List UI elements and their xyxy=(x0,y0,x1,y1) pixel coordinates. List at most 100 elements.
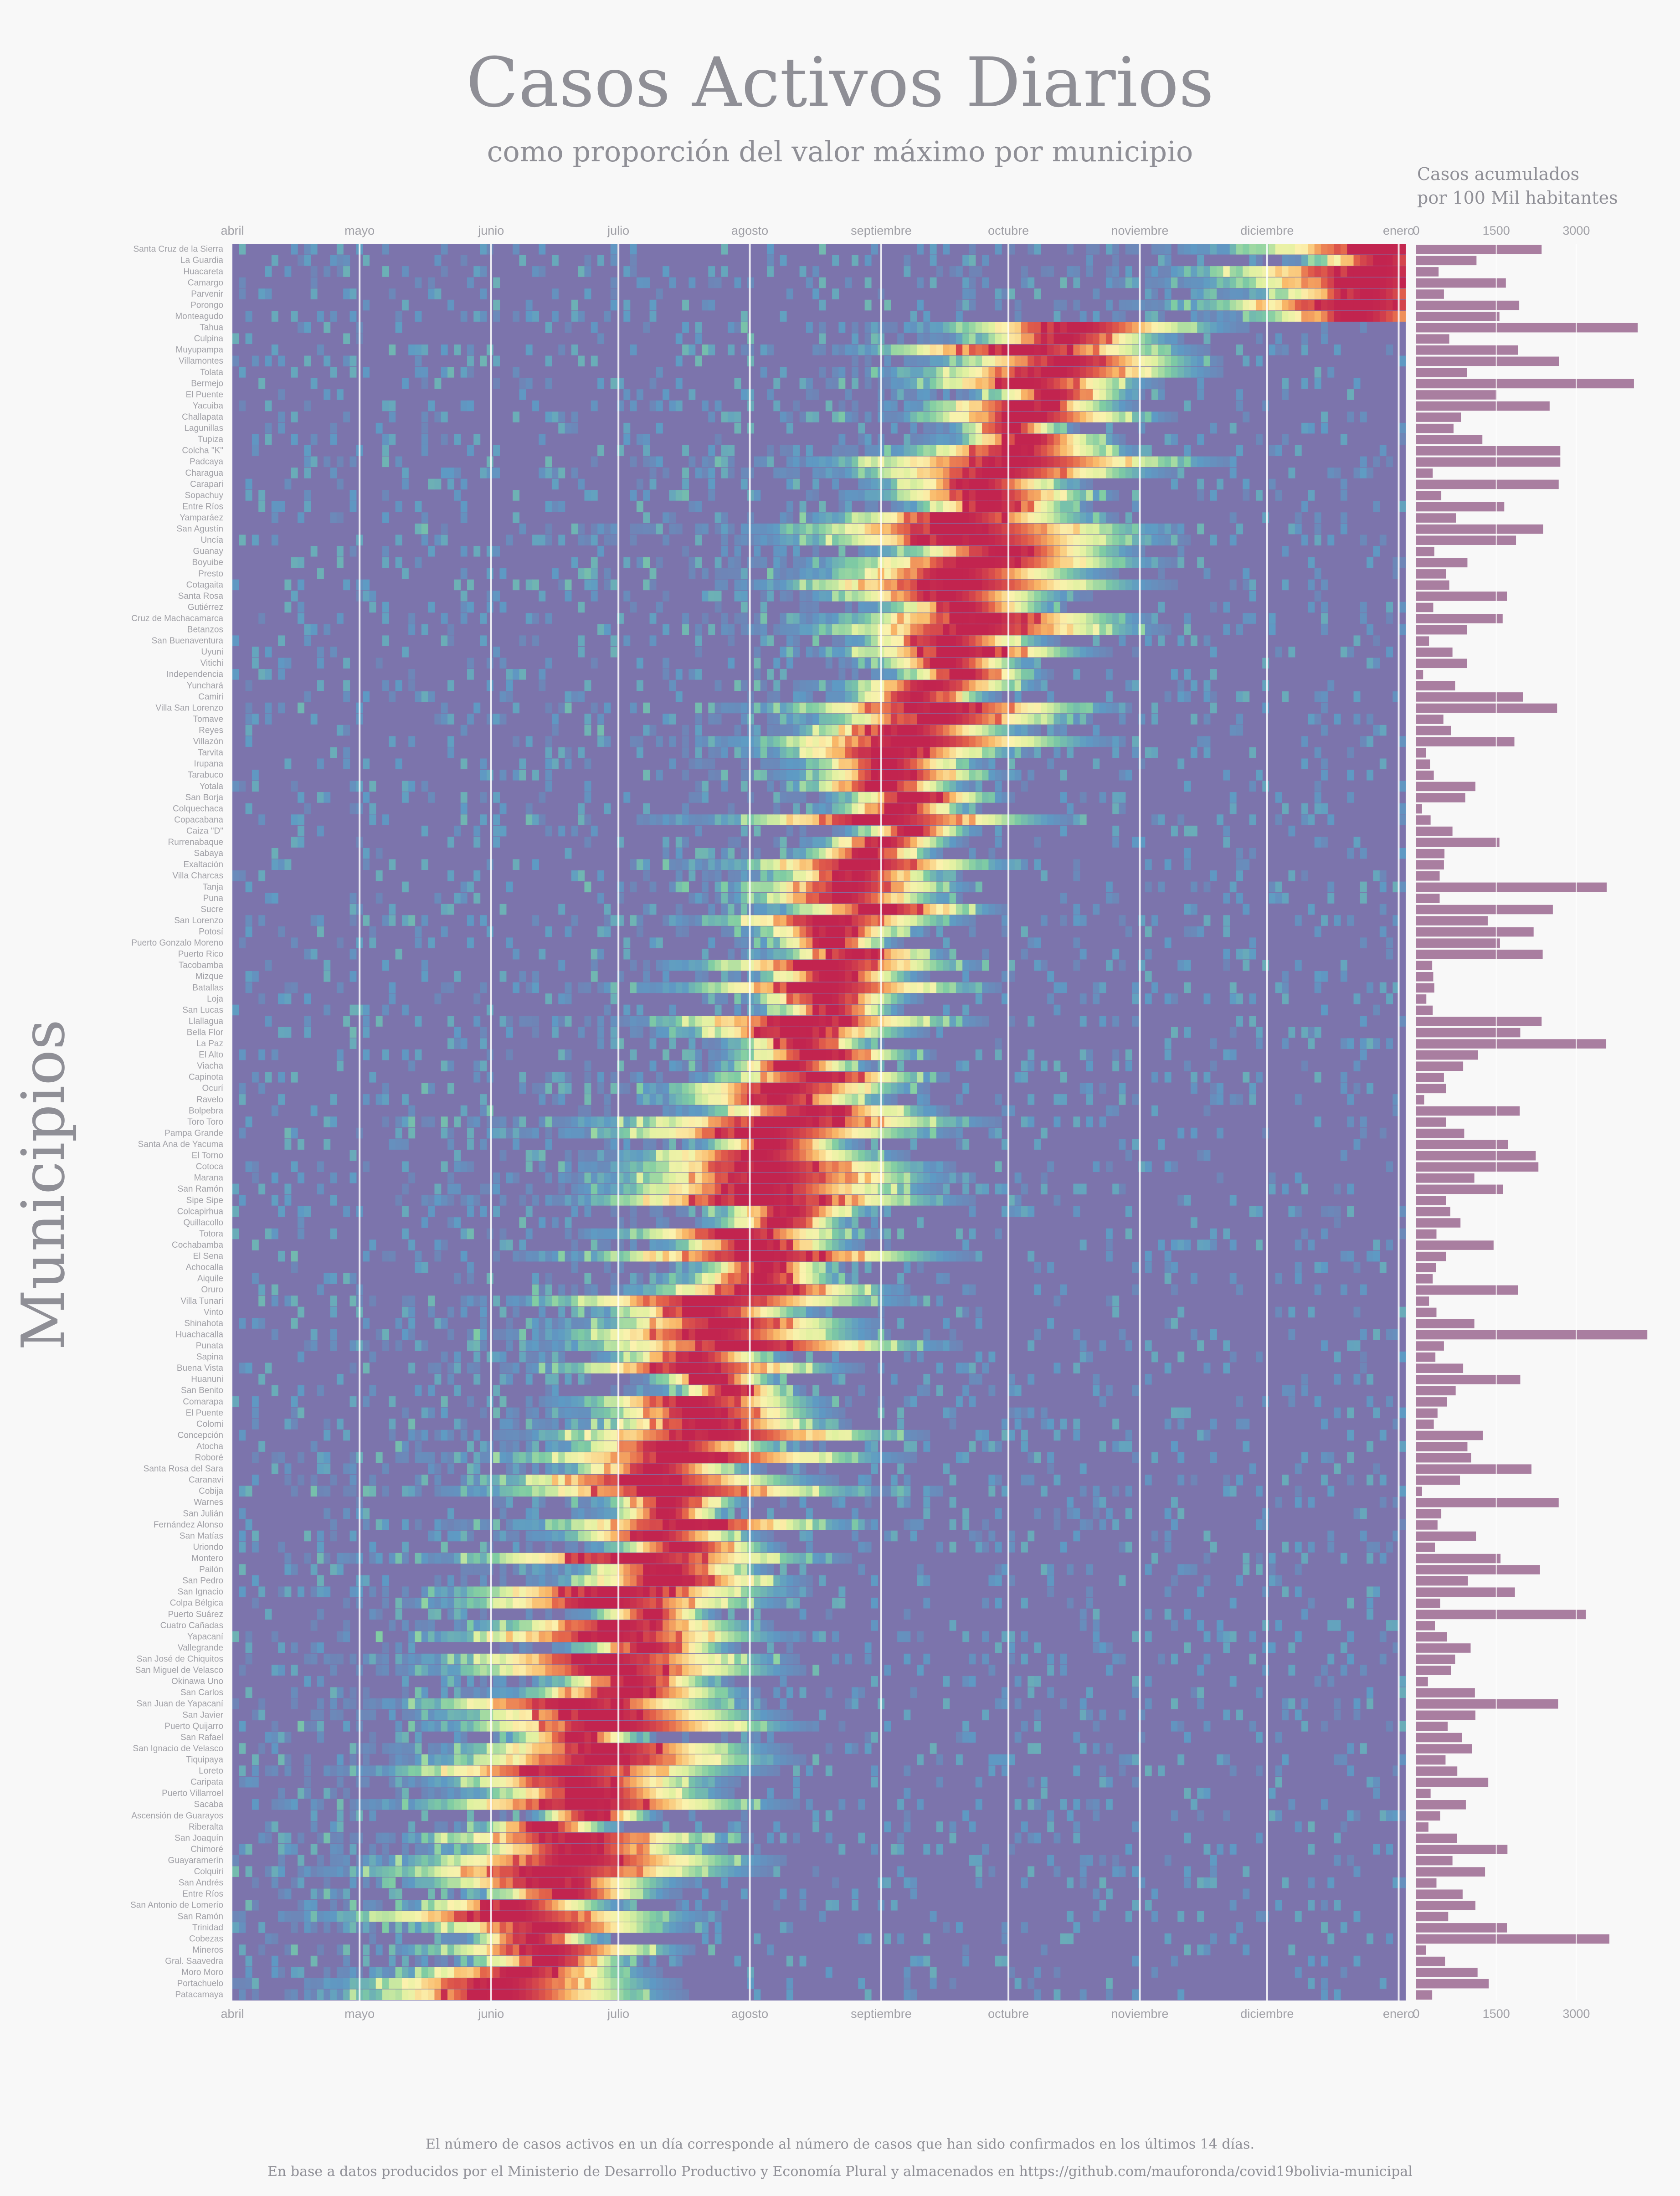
heat-cell xyxy=(1308,311,1315,322)
heat-cell xyxy=(702,792,709,803)
heat-cell xyxy=(825,859,832,870)
heat-cell xyxy=(1002,725,1008,736)
heat-cell xyxy=(1269,277,1276,288)
heat-cell xyxy=(493,545,500,557)
heat-cell xyxy=(408,781,416,792)
heat-cell xyxy=(767,870,774,881)
heat-cell xyxy=(780,579,787,591)
heat-cell xyxy=(982,602,989,613)
heat-cell xyxy=(1093,333,1100,344)
heat-cell xyxy=(786,635,793,646)
heat-cell xyxy=(336,937,344,948)
heat-cell xyxy=(1217,311,1224,322)
heat-cell xyxy=(871,993,878,1004)
heat-cell xyxy=(871,937,878,948)
heat-cell xyxy=(819,837,826,848)
heat-cell xyxy=(995,635,1002,646)
heat-cell xyxy=(943,758,950,770)
heat-cell xyxy=(806,758,813,770)
heat-cell xyxy=(838,545,846,557)
heat-cell xyxy=(1093,635,1100,646)
heat-cell xyxy=(767,523,774,535)
heat-cell xyxy=(936,680,943,691)
heat-cell xyxy=(1034,333,1041,344)
heat-cell xyxy=(1002,456,1008,468)
heat-cell xyxy=(793,792,800,803)
heat-cell xyxy=(258,915,266,926)
heat-cell xyxy=(897,333,904,344)
heat-cell xyxy=(852,367,858,378)
heat-cell xyxy=(1125,333,1132,344)
heat-cell xyxy=(1321,613,1328,624)
heat-cell xyxy=(1034,960,1041,971)
heat-cell xyxy=(982,255,989,266)
heat-cell xyxy=(1282,971,1289,982)
heat-cell xyxy=(793,814,800,825)
heat-cell xyxy=(884,557,891,568)
heat-cell xyxy=(767,635,774,646)
heat-cell xyxy=(832,948,839,960)
heat-cell xyxy=(1002,814,1008,825)
heat-cell xyxy=(486,658,493,669)
heat-cell xyxy=(1002,591,1008,602)
heat-cell xyxy=(1034,378,1041,389)
heat-cell xyxy=(649,1016,657,1027)
heat-cell xyxy=(324,389,331,400)
heat-cell xyxy=(1112,579,1120,591)
heat-cell xyxy=(1067,579,1074,591)
heat-cell xyxy=(1040,960,1048,971)
heat-cell xyxy=(832,792,839,803)
heat-cell xyxy=(747,1027,755,1038)
heat-cell xyxy=(1014,691,1022,702)
heat-cell xyxy=(806,1038,813,1049)
heat-cell xyxy=(819,982,826,993)
heat-cell xyxy=(265,288,272,299)
heat-cell xyxy=(904,478,911,490)
heat-cell xyxy=(858,758,865,770)
heat-cell xyxy=(943,714,950,725)
heat-cell xyxy=(714,870,722,881)
heat-cell xyxy=(1197,344,1204,355)
heat-cell xyxy=(1164,535,1171,545)
heat-cell xyxy=(910,993,917,1004)
heat-cell xyxy=(1132,982,1139,993)
heat-cell xyxy=(1399,602,1406,613)
heat-cell xyxy=(812,747,820,758)
heat-cell xyxy=(1399,501,1406,512)
heat-cell xyxy=(1229,266,1237,277)
heat-cell xyxy=(930,893,937,904)
heat-cell xyxy=(1145,579,1152,591)
heat-cell xyxy=(415,311,422,322)
heat-cell xyxy=(910,624,917,635)
heat-cell xyxy=(1079,948,1087,960)
heat-cell xyxy=(956,859,963,870)
heat-cell xyxy=(1099,523,1106,535)
heat-cell xyxy=(740,523,748,535)
heat-cell xyxy=(1028,456,1035,468)
heat-cell xyxy=(812,557,820,568)
heat-cell xyxy=(669,1004,676,1016)
heat-cell xyxy=(930,422,937,434)
heat-cell xyxy=(682,926,689,937)
heat-cell xyxy=(982,747,989,758)
heat-cell xyxy=(1229,535,1237,545)
heat-cell xyxy=(1034,490,1041,501)
heat-cell xyxy=(1275,277,1282,288)
heat-cell xyxy=(363,691,370,702)
heat-cell xyxy=(1145,926,1152,937)
heat-cell xyxy=(943,658,950,669)
heat-cell xyxy=(845,277,852,288)
heat-cell xyxy=(630,859,637,870)
heat-cell xyxy=(930,591,937,602)
heat-cell xyxy=(1177,456,1185,468)
heat-cell xyxy=(1236,299,1243,311)
heat-cell xyxy=(838,468,846,478)
heat-cell xyxy=(910,355,917,367)
heat-cell xyxy=(845,691,852,702)
heat-cell xyxy=(1379,725,1387,736)
heat-cell xyxy=(1028,602,1035,613)
heat-cell xyxy=(930,490,937,501)
heat-cell xyxy=(923,948,930,960)
heat-cell xyxy=(806,781,813,792)
heat-cell xyxy=(584,814,591,825)
